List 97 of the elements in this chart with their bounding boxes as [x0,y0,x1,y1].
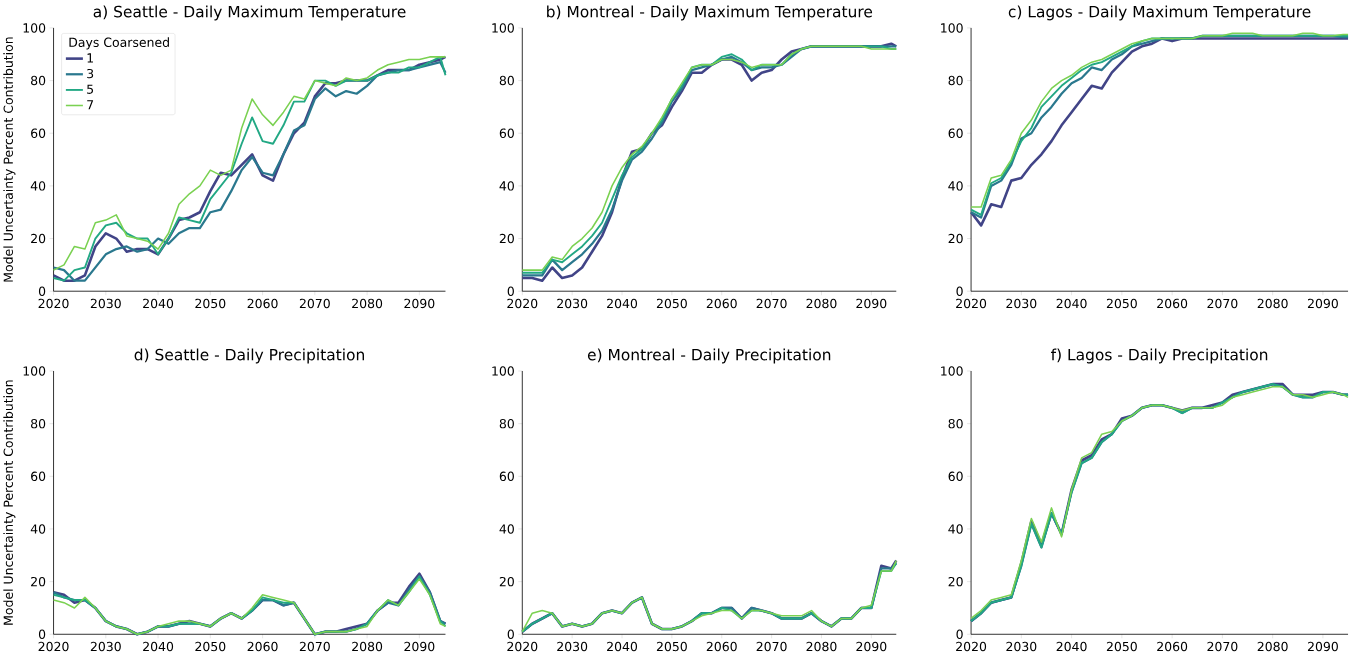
x-tick-label: 2040 [143,298,174,309]
x-tick-label: 2030 [90,641,121,652]
legend-label: 5 [87,84,94,94]
x-tick-label: 2070 [299,298,330,309]
x-tick-label: 2030 [557,298,588,309]
y-tick-label: 60 [948,128,963,138]
x-tick-label: 2050 [1106,641,1137,652]
x-tick-label: 2040 [1056,641,1087,652]
y-tick-label: 100 [941,23,963,33]
y-tick-label: 60 [499,471,514,481]
y-tick-label: 100 [492,366,514,376]
x-tick-label: 2060 [1157,641,1188,652]
y-tick-label: 0 [507,286,514,296]
y-tick-label: 100 [492,23,514,33]
y-tick-label: 60 [31,128,46,138]
x-tick-label: 2030 [1006,641,1037,652]
chart-title: a) Seattle - Daily Maximum Temperature [93,5,406,21]
x-tick-label: 2090 [856,641,887,652]
chart-title: d) Seattle - Daily Precipitation [134,348,364,364]
x-tick-label: 2060 [706,641,737,652]
x-tick-label: 2020 [956,298,987,309]
x-tick-label: 2080 [352,298,383,309]
x-tick-label: 2060 [706,298,737,309]
y-axis-title: Model Uncertainty Percent Contribution [3,37,16,282]
legend-label: 1 [87,53,93,63]
x-tick-label: 2050 [195,298,226,309]
x-tick-label: 2080 [1257,641,1288,652]
x-tick-label: 2020 [507,641,538,652]
y-tick-label: 80 [499,75,514,86]
x-tick-label: 2020 [38,298,69,309]
y-tick-label: 40 [30,181,46,191]
y-tick-label: 40 [499,181,514,191]
y-tick-label: 80 [31,418,46,429]
y-tick-label: 20 [948,233,963,244]
y-tick-label: 80 [948,418,963,429]
y-tick-label: 40 [948,181,963,191]
x-tick-label: 2030 [557,641,588,652]
x-tick-label: 2070 [1207,298,1238,309]
x-tick-label: 2070 [1207,641,1238,652]
y-tick-label: 0 [38,286,46,296]
legend-label: 3 [87,68,94,79]
x-tick-label: 2040 [1056,298,1087,309]
chart-title: e) Montreal - Daily Precipitation [587,348,831,364]
chart-title: f) Lagos - Daily Precipitation [1051,348,1268,364]
x-tick-label: 2030 [90,298,121,309]
legend-label: 7 [87,100,94,110]
y-tick-label: 80 [948,75,963,86]
x-tick-label: 2020 [956,641,987,652]
y-tick-label: 20 [948,576,963,587]
y-tick-label: 80 [499,418,514,429]
x-tick-label: 2090 [404,641,435,652]
x-tick-label: 2060 [247,641,278,652]
x-tick-label: 2050 [195,641,226,652]
x-tick-label: 2060 [247,298,278,309]
x-tick-label: 2090 [1307,298,1338,309]
y-tick-label: 60 [31,471,46,481]
x-tick-label: 2060 [1157,298,1188,309]
y-tick-label: 40 [499,524,514,534]
y-tick-label: 100 [941,366,963,376]
x-tick-label: 2050 [1106,298,1137,309]
y-tick-label: 20 [499,576,514,587]
x-tick-label: 2040 [143,641,174,652]
y-tick-label: 40 [30,524,46,534]
y-axis-title: Model Uncertainty Percent Contribution [3,380,16,625]
y-tick-label: 20 [499,233,514,244]
x-tick-label: 2070 [756,641,787,652]
x-tick-label: 2030 [1006,298,1037,309]
y-tick-label: 100 [23,366,46,376]
y-tick-label: 80 [31,75,46,86]
x-tick-label: 2050 [656,641,687,652]
y-tick-label: 0 [507,629,514,639]
x-tick-label: 2080 [1257,298,1288,309]
x-tick-label: 2070 [299,641,330,652]
y-tick-label: 0 [956,286,963,296]
x-tick-label: 2090 [856,298,887,309]
legend-title: Days Coarsened [69,37,169,50]
y-tick-label: 60 [499,128,514,138]
chart-title: c) Lagos - Daily Maximum Temperature [1008,5,1311,21]
x-tick-label: 2070 [756,298,787,309]
y-tick-label: 0 [956,629,963,639]
y-tick-label: 0 [38,629,46,639]
y-tick-label: 60 [948,471,963,481]
x-tick-label: 2080 [806,298,837,309]
y-tick-label: 20 [31,576,46,587]
x-tick-label: 2050 [656,298,687,309]
x-tick-label: 2040 [607,298,638,309]
x-tick-label: 2020 [38,641,69,652]
x-tick-label: 2040 [607,641,638,652]
y-tick-label: 100 [23,23,46,33]
x-tick-label: 2020 [507,298,538,309]
chart-title: b) Montreal - Daily Maximum Temperature [547,5,873,21]
x-tick-label: 2080 [352,641,383,652]
y-tick-label: 20 [31,233,46,244]
x-tick-label: 2090 [404,298,435,309]
x-tick-label: 2090 [1307,641,1338,652]
y-tick-label: 40 [948,524,963,534]
x-tick-label: 2080 [806,641,837,652]
